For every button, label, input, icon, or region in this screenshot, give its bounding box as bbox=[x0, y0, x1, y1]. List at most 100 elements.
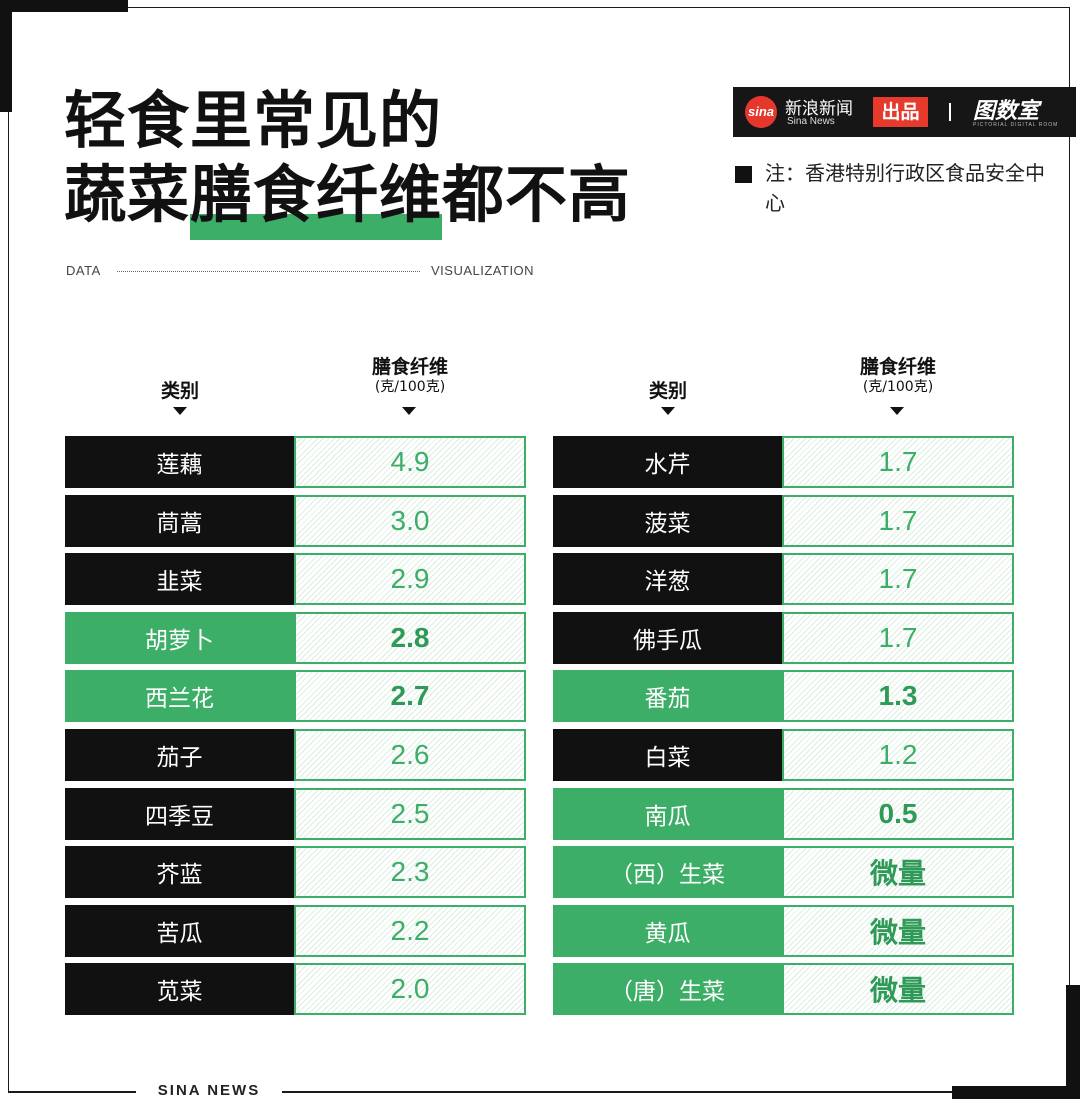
table-row: 番茄 1.3 bbox=[553, 670, 1014, 722]
category-label: 莲藕 bbox=[65, 436, 294, 488]
category-label: 芥蓝 bbox=[65, 846, 294, 898]
frame-bottom-right bbox=[282, 1091, 1070, 1093]
title-highlight-text: 膳食纤维 bbox=[190, 158, 443, 231]
arrow-down-icon bbox=[402, 407, 416, 415]
subtitle-visualization: VISUALIZATION bbox=[431, 263, 535, 278]
header-fiber-right: 膳食纤维 (克/100克) bbox=[828, 356, 968, 396]
brand-chupin-badge: 出品 bbox=[873, 97, 928, 127]
corner-accent-bottom-right-vertical bbox=[1066, 985, 1080, 1099]
table-row: 黄瓜 微量 bbox=[553, 905, 1014, 957]
category-label: 四季豆 bbox=[65, 788, 294, 840]
category-label: 水芹 bbox=[553, 436, 782, 488]
fiber-value: 微量 bbox=[782, 963, 1014, 1015]
brand-bar: sina 新浪新闻 Sina News 出品 图数室 PICTORIAL DIG… bbox=[733, 87, 1076, 137]
category-label: 茼蒿 bbox=[65, 495, 294, 547]
footer-brand: SINA NEWS bbox=[157, 1082, 261, 1099]
page-title: 轻食里常见的 蔬菜 膳食纤维都不高 bbox=[64, 84, 632, 240]
category-label: 苦瓜 bbox=[65, 905, 294, 957]
note-square-icon bbox=[735, 166, 752, 183]
header-category-right-text: 类别 bbox=[648, 380, 687, 402]
table-row: 水芹 1.7 bbox=[553, 436, 1014, 488]
category-label: 韭菜 bbox=[65, 553, 294, 605]
title-line-1: 轻食里常见的 bbox=[64, 84, 443, 157]
header-fiber-left: 膳食纤维 (克/100克) bbox=[340, 356, 480, 396]
fiber-value: 微量 bbox=[782, 846, 1014, 898]
category-label: 洋葱 bbox=[553, 553, 782, 605]
category-label: 佛手瓜 bbox=[553, 612, 782, 664]
header-unit-right: (克/100克) bbox=[862, 379, 934, 395]
fiber-value: 2.8 bbox=[294, 612, 526, 664]
frame-bottom-left bbox=[8, 1091, 136, 1093]
table-row: 西兰花 2.7 bbox=[65, 670, 526, 722]
table-row: 莲藕 4.9 bbox=[65, 436, 526, 488]
table-row: 芥蓝 2.3 bbox=[65, 846, 526, 898]
brand-room-en: PICTORIAL DIGITAL ROOM bbox=[973, 122, 1059, 128]
table-row: 四季豆 2.5 bbox=[65, 788, 526, 840]
header-category-right: 类别 bbox=[618, 380, 718, 402]
table-row: 茄子 2.6 bbox=[65, 729, 526, 781]
header-fiber-right-text: 膳食纤维 bbox=[859, 356, 936, 378]
fiber-value: 1.7 bbox=[782, 612, 1014, 664]
fiber-value: 1.2 bbox=[782, 729, 1014, 781]
table-row: 白菜 1.2 bbox=[553, 729, 1014, 781]
subtitle-dotted-line bbox=[117, 271, 420, 272]
source-note: 注：香港特别行政区食品安全中心 bbox=[765, 161, 1045, 215]
arrow-down-icon bbox=[890, 407, 904, 415]
table-row: 佛手瓜 1.7 bbox=[553, 612, 1014, 664]
category-label: 西兰花 bbox=[65, 670, 294, 722]
header-fiber-left-text: 膳食纤维 bbox=[371, 356, 448, 378]
table-row: （唐）生菜 微量 bbox=[553, 963, 1014, 1015]
brand-divider bbox=[949, 103, 951, 121]
header-category-left-text: 类别 bbox=[160, 380, 199, 402]
table-row: 南瓜 0.5 bbox=[553, 788, 1014, 840]
category-label: 南瓜 bbox=[553, 788, 782, 840]
fiber-value: 0.5 bbox=[782, 788, 1014, 840]
fiber-value: 2.5 bbox=[294, 788, 526, 840]
sina-logo-icon: sina bbox=[745, 96, 777, 128]
fiber-value: 1.3 bbox=[782, 670, 1014, 722]
table-row: （西）生菜 微量 bbox=[553, 846, 1014, 898]
fiber-value: 2.2 bbox=[294, 905, 526, 957]
category-label: 菠菜 bbox=[553, 495, 782, 547]
corner-accent-bottom-right bbox=[952, 1086, 1080, 1099]
title-line-2-pre: 蔬菜 bbox=[64, 158, 191, 231]
corner-accent-top-left bbox=[0, 0, 128, 12]
category-label: 苋菜 bbox=[65, 963, 294, 1015]
table-row: 洋葱 1.7 bbox=[553, 553, 1014, 605]
category-label: （唐）生菜 bbox=[553, 963, 782, 1015]
category-label: 番茄 bbox=[553, 670, 782, 722]
fiber-value: 1.7 bbox=[782, 436, 1014, 488]
corner-accent-top-left-vertical bbox=[0, 0, 12, 112]
title-line-2-post: 都不高 bbox=[442, 158, 632, 231]
brand-room-logo: 图数室 bbox=[973, 99, 1040, 124]
fiber-value: 2.7 bbox=[294, 670, 526, 722]
header-unit-left: (克/100克) bbox=[374, 379, 446, 395]
title-line-2: 蔬菜 膳食纤维都不高 bbox=[64, 158, 632, 240]
category-label: 黄瓜 bbox=[553, 905, 782, 957]
title-highlight: 膳食纤维 bbox=[190, 158, 443, 240]
fiber-value: 1.7 bbox=[782, 495, 1014, 547]
arrow-down-icon bbox=[173, 407, 187, 415]
fiber-value: 微量 bbox=[782, 905, 1014, 957]
fiber-value: 2.0 bbox=[294, 963, 526, 1015]
fiber-value: 1.7 bbox=[782, 553, 1014, 605]
brand-sina-en: Sina News bbox=[787, 116, 835, 127]
fiber-value: 2.6 bbox=[294, 729, 526, 781]
subtitle-data: DATA bbox=[66, 263, 101, 278]
category-label: 胡萝卜 bbox=[65, 612, 294, 664]
table-row: 茼蒿 3.0 bbox=[65, 495, 526, 547]
brand-sina-cn: 新浪新闻 bbox=[785, 99, 853, 119]
table-row: 菠菜 1.7 bbox=[553, 495, 1014, 547]
fiber-value: 4.9 bbox=[294, 436, 526, 488]
fiber-value: 3.0 bbox=[294, 495, 526, 547]
category-label: 茄子 bbox=[65, 729, 294, 781]
header-category-left: 类别 bbox=[130, 380, 230, 402]
table-row: 胡萝卜 2.8 bbox=[65, 612, 526, 664]
table-row: 苋菜 2.0 bbox=[65, 963, 526, 1015]
fiber-value: 2.9 bbox=[294, 553, 526, 605]
category-label: （西）生菜 bbox=[553, 846, 782, 898]
arrow-down-icon bbox=[661, 407, 675, 415]
table-row: 韭菜 2.9 bbox=[65, 553, 526, 605]
fiber-value: 2.3 bbox=[294, 846, 526, 898]
page-frame bbox=[8, 7, 1070, 1092]
